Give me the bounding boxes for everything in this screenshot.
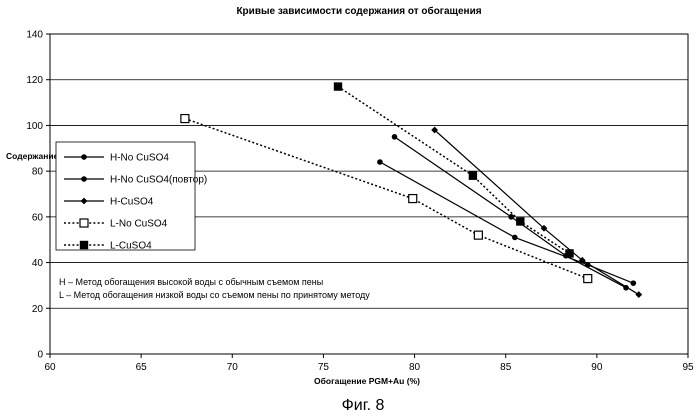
- data-point: [565, 249, 573, 257]
- figure-caption: Фиг. 8: [342, 397, 385, 414]
- series-line: [435, 130, 639, 295]
- legend-marker: [80, 241, 88, 249]
- x-axis-label: Обогащение PGM+Au (%): [314, 376, 420, 386]
- series-line: [185, 119, 588, 279]
- x-tick-label: 60: [44, 362, 56, 373]
- x-tick-label: 95: [682, 362, 694, 373]
- data-point: [508, 214, 514, 220]
- x-tick-label: 65: [136, 362, 148, 373]
- chart: Кривые зависимости содержания от обогаще…: [0, 0, 699, 416]
- data-point: [631, 280, 637, 286]
- y-tick-label: 0: [37, 350, 43, 361]
- y-tick-label: 60: [32, 212, 44, 223]
- y-tick-label: 40: [32, 258, 44, 269]
- data-point: [469, 172, 477, 180]
- x-axis-ticks: 60 65 70 75 80 85 90 95: [44, 354, 694, 373]
- annotation-high-water: H – Метод обогащения высокой воды с обыч…: [59, 277, 323, 287]
- series-line: [380, 162, 633, 283]
- chart-title: Кривые зависимости содержания от обогаще…: [236, 5, 481, 17]
- data-point: [635, 291, 642, 298]
- y-tick-label: 100: [26, 121, 43, 132]
- legend-marker: [80, 219, 88, 227]
- data-point: [512, 235, 518, 241]
- x-tick-label: 80: [409, 362, 421, 373]
- series-l-no-cuso4: [181, 115, 592, 283]
- legend-label: H-No CuSO4(повтор): [110, 175, 207, 186]
- data-point: [474, 231, 482, 239]
- data-point: [377, 159, 383, 165]
- data-point: [516, 217, 524, 225]
- y-tick-label: 80: [32, 167, 44, 178]
- x-tick-label: 85: [500, 362, 512, 373]
- x-tick-label: 75: [318, 362, 330, 373]
- data-point: [334, 82, 342, 90]
- data-point: [409, 195, 417, 203]
- legend-label: H-No CuSO4: [110, 153, 169, 164]
- legend-label: L-No CuSO4: [110, 219, 168, 230]
- legend-label: L-CuSO4: [110, 241, 152, 252]
- series-layer: [181, 82, 642, 298]
- y-axis-ticks: 0 20 40 60 80 100 120 140: [26, 30, 50, 361]
- data-point: [584, 275, 592, 283]
- series-line: [338, 87, 570, 254]
- legend-label: H-CuSO4: [110, 197, 154, 208]
- y-tick-label: 20: [32, 304, 44, 315]
- series-h-cuso4: [431, 127, 642, 298]
- legend: H-No CuSO4 H-No CuSO4(повтор) H-CuSO4 L-No …: [56, 142, 207, 252]
- y-tick-label: 140: [26, 30, 43, 41]
- annotation-low-water: L – Метод обогащения низкой воды со съем…: [59, 290, 370, 300]
- data-point: [181, 115, 189, 123]
- legend-marker: [81, 154, 87, 160]
- data-point: [392, 134, 398, 140]
- series-h-no-cuso4: [377, 159, 636, 286]
- series-l-cuso4: [334, 82, 574, 257]
- x-tick-label: 90: [591, 362, 603, 373]
- x-tick-label: 70: [227, 362, 239, 373]
- legend-marker: [81, 176, 87, 182]
- y-tick-label: 120: [26, 75, 43, 86]
